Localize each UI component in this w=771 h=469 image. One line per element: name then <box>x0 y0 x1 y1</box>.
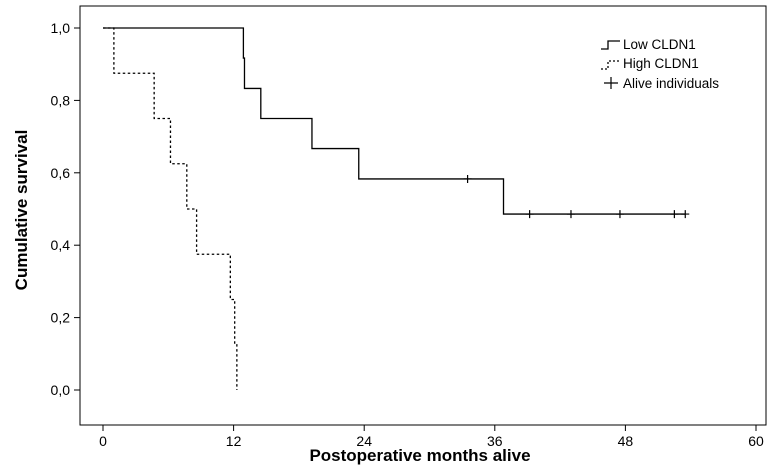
x-tick-label: 24 <box>356 433 372 449</box>
y-tick-label: 0,6 <box>51 165 71 181</box>
x-tick-label: 48 <box>618 433 634 449</box>
y-tick-label: 0,2 <box>51 310 71 326</box>
censor-mark <box>566 210 575 219</box>
x-tick-label: 12 <box>226 433 242 449</box>
x-tick-label: 0 <box>99 433 107 449</box>
legend: Low CLDN1 High CLDN1 Alive individuals <box>601 37 719 91</box>
plot-area-frame <box>79 5 767 426</box>
censor-marks <box>463 174 690 219</box>
x-tick-label: 60 <box>748 433 764 449</box>
series-line-high-cldn1 <box>103 27 238 390</box>
y-tick-label: 1,0 <box>51 20 71 36</box>
legend-symbol-alive <box>604 77 618 89</box>
legend-symbol-low-cldn1 <box>601 40 620 50</box>
x-tick-label: 36 <box>487 433 503 449</box>
legend-symbol-high-cldn1 <box>601 60 620 70</box>
y-axis-title: Cumulative survival <box>12 130 31 291</box>
censor-mark <box>525 210 534 219</box>
censor-mark <box>615 210 624 219</box>
y-axis: 0,0 0,2 0,4 0,6 0,8 1,0 <box>51 20 80 398</box>
x-axis-title: Postoperative months alive <box>309 446 530 465</box>
series-line-low-cldn1 <box>103 27 686 215</box>
legend-label-alive: Alive individuals <box>623 76 719 91</box>
legend-label-high-cldn1: High CLDN1 <box>623 56 699 71</box>
legend-label-low-cldn1: Low CLDN1 <box>623 37 696 52</box>
y-tick-label: 0,4 <box>51 237 71 253</box>
y-tick-label: 0,8 <box>51 92 71 108</box>
censor-mark <box>463 174 472 183</box>
series-layer <box>103 27 686 390</box>
x-axis: 0 12 24 36 48 60 <box>99 425 764 449</box>
censor-mark <box>681 210 690 219</box>
censor-mark <box>670 210 679 219</box>
y-tick-label: 0,0 <box>51 382 71 398</box>
